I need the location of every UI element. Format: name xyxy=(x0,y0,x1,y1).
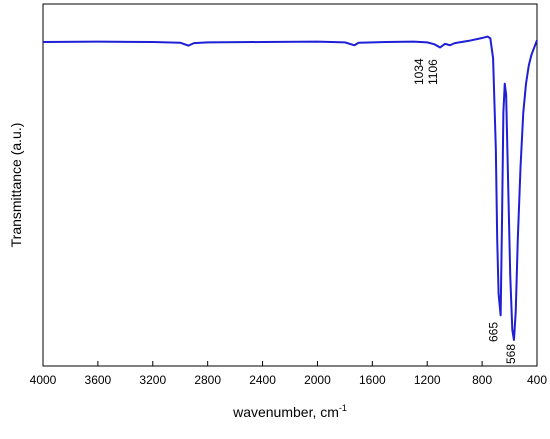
x-axis-label-sup: -1 xyxy=(339,403,347,413)
x-tick-label: 2800 xyxy=(194,373,221,387)
x-tick-label: 4000 xyxy=(30,373,57,387)
x-tick-label: 800 xyxy=(472,373,492,387)
x-tick-label: 400 xyxy=(527,373,547,387)
x-tick-label: 2400 xyxy=(249,373,276,387)
x-tick-label: 1600 xyxy=(359,373,386,387)
peak-annotation: 665 xyxy=(487,322,501,342)
x-tick-label: 3600 xyxy=(85,373,112,387)
x-tick-label: 2000 xyxy=(304,373,331,387)
peak-annotation: 1106 xyxy=(426,59,440,85)
peak-annotation: 568 xyxy=(504,344,518,364)
x-tick-label: 3200 xyxy=(139,373,166,387)
peak-annotation: 1034 xyxy=(412,58,426,85)
x-axis-label-text: wavenumber, cm xyxy=(232,404,339,420)
plot-frame xyxy=(42,3,538,367)
spectrum-line xyxy=(42,35,538,341)
x-tick-label: 1200 xyxy=(414,373,441,387)
x-axis-label: wavenumber, cm-1 xyxy=(232,403,347,420)
y-axis-label: Transmittance (a.u.) xyxy=(8,123,24,248)
